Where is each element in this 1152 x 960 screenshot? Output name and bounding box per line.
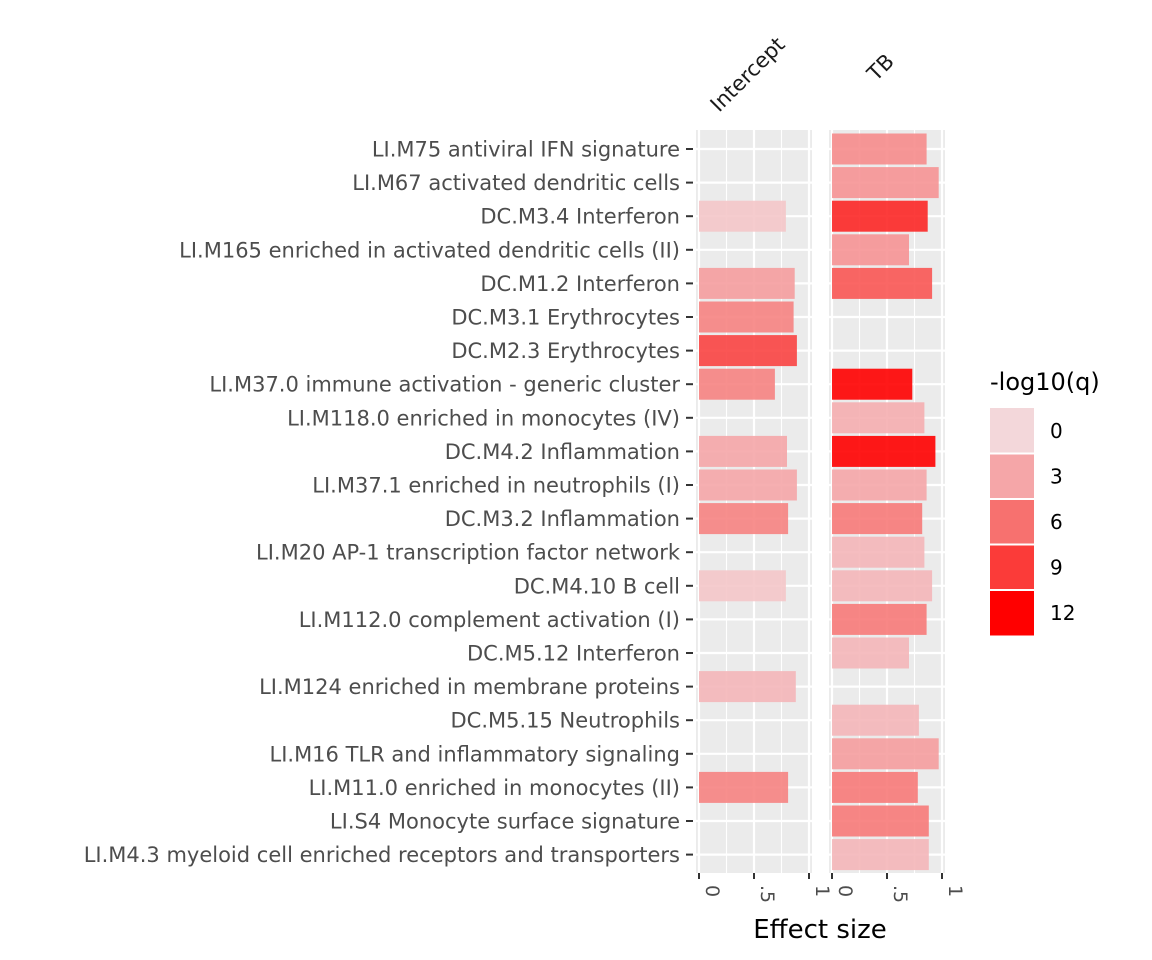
- category-label: LI.M37.0 immune activation - generic clu…: [209, 373, 680, 397]
- category-label: DC.M3.2 Inflammation: [445, 507, 680, 531]
- facet-label-intercept: Intercept: [706, 32, 790, 116]
- legend-key: [990, 499, 1034, 545]
- bar-intercept: [699, 771, 789, 803]
- legend-label: 9: [1050, 555, 1063, 579]
- facet-label-tb: TB: [862, 49, 899, 86]
- x-tick-label: 0: [834, 885, 856, 897]
- bar-intercept: [699, 200, 786, 232]
- bar-intercept: [699, 301, 794, 333]
- category-label: LI.S4 Monocyte surface signature: [330, 810, 680, 834]
- x-tick-label: .5: [756, 885, 778, 903]
- bar-tb: [832, 368, 913, 400]
- x-tick-label: 1: [811, 885, 833, 897]
- category-label: LI.M37.1 enriched in neutrophils (I): [312, 474, 680, 498]
- bar-intercept: [699, 503, 789, 535]
- bar-intercept: [699, 267, 795, 299]
- x-axis-title: Effect size: [753, 915, 887, 945]
- bar-tb: [832, 738, 939, 770]
- legend-title: -log10(q): [990, 368, 1100, 396]
- bar-tb: [832, 704, 919, 736]
- x-tick-label: 0: [701, 885, 723, 897]
- category-label: DC.M1.2 Interferon: [480, 272, 680, 296]
- category-label: DC.M5.15 Neutrophils: [450, 709, 680, 733]
- bar-tb: [832, 435, 936, 467]
- category-label: DC.M3.4 Interferon: [480, 205, 680, 229]
- bar-tb: [832, 267, 933, 299]
- bar-intercept: [699, 671, 796, 703]
- bar-tb: [832, 637, 909, 669]
- x-tick-label: 1: [944, 885, 966, 897]
- bar-intercept: [699, 570, 786, 602]
- category-label: DC.M2.3 Erythrocytes: [451, 339, 680, 363]
- bar-tb: [832, 133, 927, 165]
- bar-intercept: [699, 469, 797, 501]
- category-label: LI.M67 activated dendritic cells: [352, 171, 680, 195]
- legend-label: 12: [1050, 601, 1075, 625]
- x-tick-label: .5: [889, 885, 911, 903]
- legend-label: 0: [1050, 419, 1063, 443]
- category-label: LI.M4.3 myeloid cell enriched receptors …: [84, 843, 680, 867]
- category-label: LI.M124 enriched in membrane proteins: [259, 675, 680, 699]
- bar-intercept: [699, 368, 775, 400]
- legend-label: 3: [1050, 464, 1063, 488]
- bar-tb: [832, 200, 928, 232]
- bar-tb: [832, 839, 929, 871]
- legend-key: [990, 544, 1034, 590]
- legend-label: 6: [1050, 510, 1063, 534]
- bar-tb: [832, 603, 927, 635]
- bar-tb: [832, 402, 925, 434]
- category-label: LI.M165 enriched in activated dendritic …: [179, 238, 680, 262]
- category-label: LI.M75 antiviral IFN signature: [372, 138, 680, 162]
- bar-intercept: [699, 435, 787, 467]
- category-label: DC.M5.12 Interferon: [467, 642, 680, 666]
- bar-tb: [832, 805, 929, 837]
- bar-tb: [832, 536, 925, 568]
- bar-tb: [832, 469, 927, 501]
- legend-key: [990, 408, 1034, 454]
- category-label: DC.M4.10 B cell: [514, 574, 680, 598]
- category-label: LI.M112.0 complement activation (I): [299, 608, 680, 632]
- category-label: LI.M118.0 enriched in monocytes (IV): [287, 406, 680, 430]
- bar-tb: [832, 167, 939, 199]
- category-label: LI.M11.0 enriched in monocytes (II): [309, 776, 680, 800]
- category-label: DC.M4.2 Inflammation: [445, 440, 680, 464]
- category-label: LI.M16 TLR and inflammatory signaling: [270, 742, 681, 766]
- bar-tb: [832, 570, 933, 602]
- category-label: DC.M3.1 Erythrocytes: [451, 306, 680, 330]
- bar-tb: [832, 234, 909, 266]
- category-label: LI.M20 AP-1 transcription factor network: [256, 541, 681, 565]
- legend-key: [990, 453, 1034, 499]
- bar-tb: [832, 771, 918, 803]
- legend-key: [990, 590, 1034, 636]
- bar-intercept: [699, 335, 797, 367]
- bar-tb: [832, 503, 923, 535]
